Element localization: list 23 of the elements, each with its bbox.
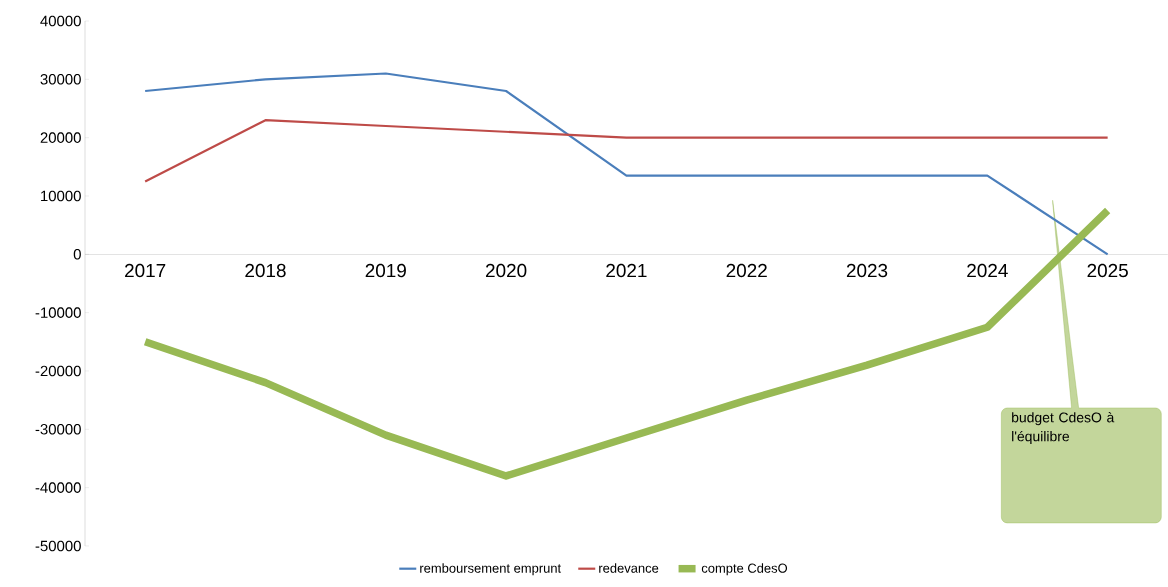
y-tick-label: 40000 (40, 15, 81, 27)
legend-label: remboursement emprunt (420, 563, 562, 576)
y-tick-label: -10000 (35, 307, 81, 318)
y-tick-label: 0 (73, 249, 81, 260)
x-tick-label: 2025 (1087, 263, 1128, 278)
y-tick-label: -20000 (35, 365, 81, 377)
legend-label: compte CdesO (701, 563, 788, 576)
y-tick-label: -30000 (35, 424, 81, 435)
x-tick-label: 2017 (125, 263, 166, 278)
y-tick-label: 20000 (40, 132, 81, 143)
y-tick-label: -40000 (35, 482, 81, 493)
y-tick-label: -50000 (35, 540, 81, 552)
x-tick-label: 2021 (606, 263, 647, 278)
x-tick-label: 2018 (245, 263, 286, 278)
y-tick-label: 30000 (40, 74, 81, 85)
legend-label: redevance (599, 563, 659, 573)
x-tick-label: 2022 (726, 263, 767, 278)
annotation: budget CdesO à l'équilibre (1012, 412, 1115, 445)
x-tick-label: 2023 (846, 263, 888, 278)
x-tick-label: 2020 (485, 263, 527, 278)
x-tick-label: 2024 (967, 263, 1008, 278)
x-tick-label: 2019 (365, 263, 406, 278)
y-tick-label: 10000 (41, 190, 81, 202)
